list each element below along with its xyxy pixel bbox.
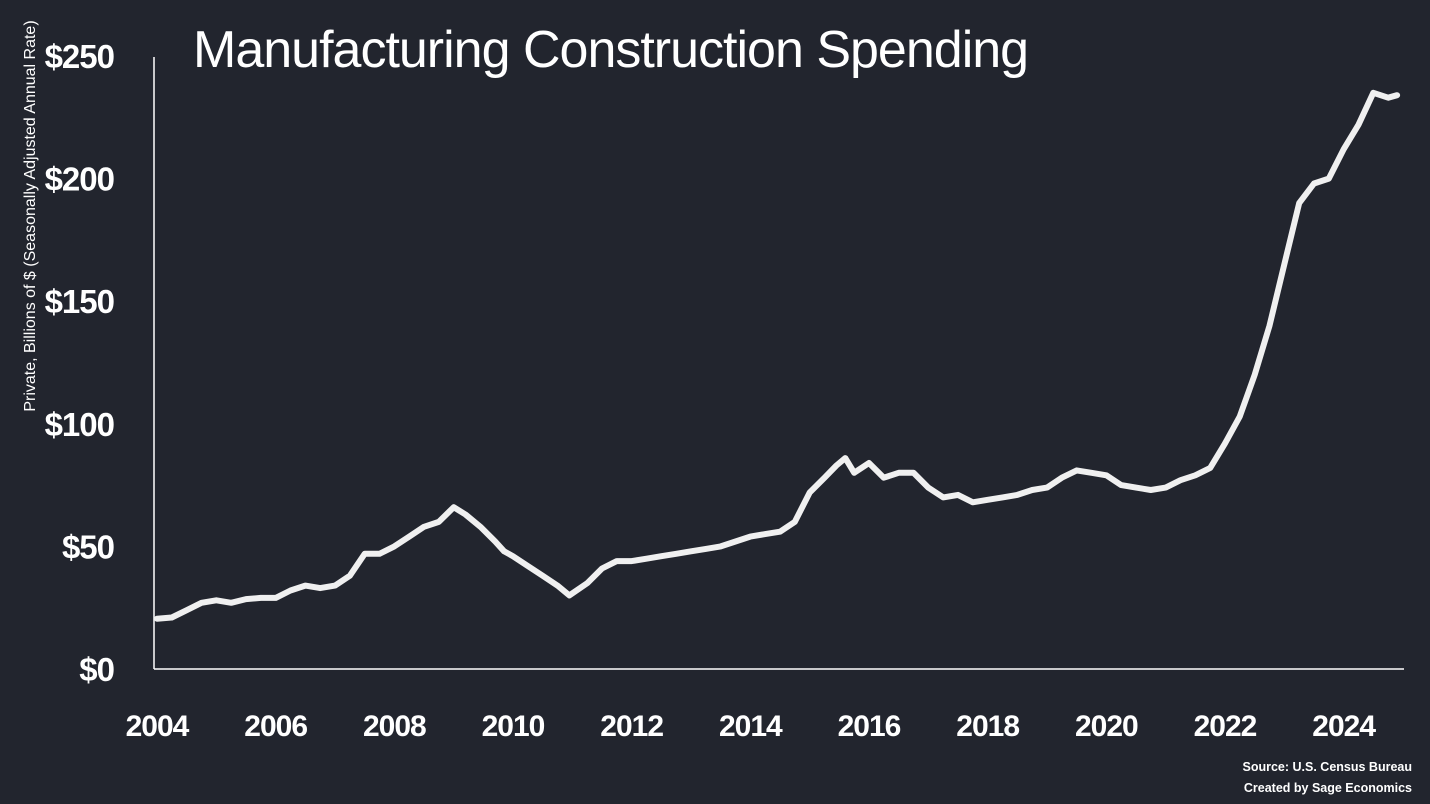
x-tick-label: 2024 [1312, 710, 1376, 743]
y-tick-labels: $0 $50 $100 $150 $200 $250 [45, 38, 115, 688]
x-tick-label: 2012 [600, 710, 663, 743]
x-tick-label: 2006 [244, 710, 307, 743]
x-tick-label: 2004 [126, 710, 190, 743]
x-tick-label: 2010 [482, 710, 545, 743]
y-tick-label: $150 [45, 283, 114, 320]
y-axis-label: Private, Billions of $ (Seasonally Adjus… [22, 20, 39, 411]
chart-title: Manufacturing Construction Spending [193, 21, 1028, 79]
x-tick-label: 2016 [838, 710, 901, 743]
x-tick-label: 2022 [1194, 710, 1257, 743]
credit-note: Created by Sage Economics [1244, 781, 1412, 795]
x-tick-label: 2014 [719, 710, 783, 743]
x-tick-labels: 2004 2006 2008 2010 2012 2014 2016 2018 2020 2022… [126, 710, 1378, 743]
series-line [154, 89, 1401, 622]
y-tick-label: $200 [45, 161, 114, 198]
y-tick-label: $100 [45, 406, 114, 443]
y-tick-label: $250 [45, 38, 114, 75]
x-tick-label: 2018 [956, 710, 1019, 743]
series-group [154, 89, 1401, 622]
x-tick-label: 2020 [1075, 710, 1138, 743]
y-tick-label: $0 [79, 651, 114, 688]
source-note: Source: U.S. Census Bureau [1243, 760, 1413, 774]
x-tick-label: 2008 [363, 710, 426, 743]
y-tick-label: $50 [62, 528, 114, 565]
